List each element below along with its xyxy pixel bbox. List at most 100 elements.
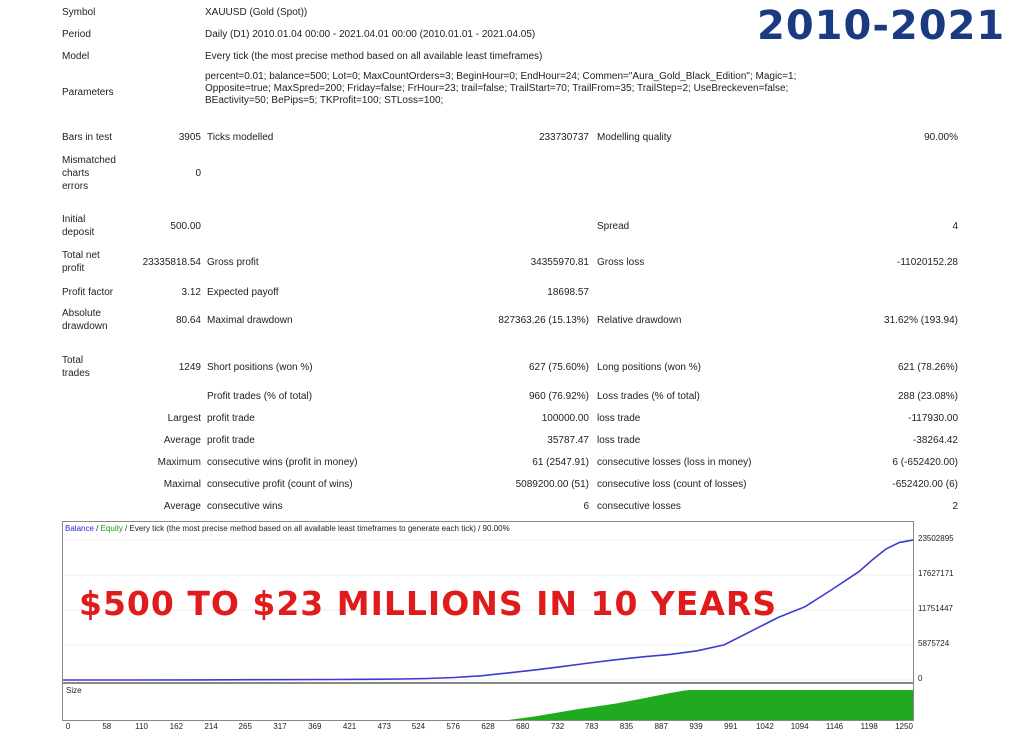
deposit-value: 500.00 [170,221,201,232]
long-label: Long positions (won %) [597,362,701,373]
balance-chart: Balance / Equity / Every tick (the most … [62,521,914,683]
short-label: Short positions (won %) [207,362,313,373]
avg-cons-losses-label: consecutive losses [597,501,681,512]
model-label: Model [62,51,90,62]
ticks-value: 233730737 [538,132,589,143]
maximal-profit-label: consecutive profit (count of wins) [207,479,353,490]
legend-sep: / [93,524,101,533]
x-tick-label: 317 [273,722,287,731]
profitfactor-label: Profit factor [62,287,114,298]
deposit-label-2: deposit [62,227,95,238]
headline-overlay: $500 TO $23 MILLIONS IN 10 YEARS [79,584,778,623]
largest-label: Largest [167,413,201,424]
spread-label: Spread [597,221,630,232]
y-tick-label: 5875724 [918,639,950,648]
spread-value: 4 [952,221,958,232]
largest-profit-label: profit trade [207,413,255,424]
avg-cons-wins-value: 6 [583,501,589,512]
profit-trades-label: Profit trades (% of total) [207,391,313,402]
average-loss-label: loss trade [597,435,641,446]
period-label: Period [62,29,91,40]
x-tick-label: 524 [411,722,426,731]
maximal-label: Maximal [163,479,201,490]
max-cons-wins-label: consecutive wins (profit in money) [207,457,358,468]
largest-profit-value: 100000.00 [541,413,589,424]
expected-payoff-value: 18698.57 [547,287,589,298]
x-tick-label: 265 [238,722,252,731]
y-tick-label: 23502895 [918,534,954,543]
quality-value: 90.00% [924,132,958,143]
maxdd-value: 827363.26 (15.13%) [498,315,589,326]
mismatch-value: 0 [195,168,201,179]
grossloss-value: -11020152.28 [897,257,958,268]
loss-trades-label: Loss trades (% of total) [597,391,700,402]
x-tick-label: 110 [135,722,148,731]
trades-label-2: trades [62,368,90,379]
maximal-loss-value: -652420.00 (6) [892,479,958,490]
size-label: Size [66,686,82,695]
x-tick-label: 783 [584,722,599,731]
trades-label-1: Total [62,355,84,366]
symbol-value: XAUUSD (Gold (Spot)) [205,7,308,18]
grossloss-label: Gross loss [597,257,645,268]
average-profit-value: 35787.47 [547,435,589,446]
header-title: 2010-2021 [757,3,1006,49]
average-loss-value: -38264.42 [912,435,958,446]
maxdd-label: Maximal drawdown [207,315,293,326]
chart-legend: Balance / Equity / Every tick (the most … [65,524,510,534]
netprofit-label-2: profit [62,263,85,274]
absdd-label-2: drawdown [62,321,108,332]
avg-cons-losses-value: 2 [952,501,958,512]
long-value: 621 (78.26%) [897,362,958,373]
x-tick-label: 421 [342,722,357,731]
grossprofit-value: 34355970.81 [530,257,589,268]
x-tick-label: 680 [516,722,530,731]
x-tick-label: 162 [169,722,184,731]
profit-trades-value: 960 (76.92%) [528,391,589,402]
avg-cons-wins-label: consecutive wins [207,501,283,512]
deposit-label-1: Initial [62,214,86,225]
reldd-label: Relative drawdown [597,315,682,326]
max-cons-losses-label: consecutive losses (loss in money) [597,457,752,468]
y-tick-label: 0 [918,674,923,683]
x-tick-label: 1094 [790,722,809,731]
x-tick-label: 0 [65,722,71,731]
mismatch-label-1: Mismatched [62,155,116,166]
parameters-line-2: Opposite=true; MaxSpred=200; Friday=fals… [205,83,789,94]
x-tick-label: 58 [102,722,112,731]
size-chart: Size [62,683,914,721]
y-tick-label: 11751447 [918,604,953,613]
x-tick-label: 939 [689,722,703,731]
grossprofit-label: Gross profit [207,257,259,268]
x-tick-label: 732 [550,722,565,731]
parameters-line-1: percent=0.01; balance=500; Lot=0; MaxCou… [205,71,797,82]
period-value: Daily (D1) 2010.01.04 00:00 - 2021.04.01… [205,29,536,40]
mismatch-label-2: charts [62,168,90,179]
netprofit-value: 23335818.54 [142,257,201,268]
size-chart-svg [63,690,913,720]
x-tick-label: 628 [481,722,495,731]
x-tick-label: 835 [619,722,634,731]
x-tick-label: 369 [308,722,322,731]
average-label: Average [163,435,201,446]
maximal-profit-value: 5089200.00 (51) [515,479,589,490]
legend-balance: Balance [65,524,94,533]
average2-label: Average [163,501,201,512]
max-cons-losses-value: 6 (-652420.00) [892,457,958,468]
expected-payoff-label: Expected payoff [207,287,279,298]
parameters-label: Parameters [62,87,114,98]
bars-label: Bars in test [62,132,113,143]
mismatch-label-3: errors [62,181,89,192]
model-value: Every tick (the most precise method base… [205,51,543,62]
legend-rest: / Every tick (the most precise method ba… [122,524,510,533]
x-tick-label: 887 [654,722,668,731]
max-cons-wins-value: 61 (2547.91) [532,457,589,468]
symbol-label: Symbol [62,7,96,18]
x-tick-label: 991 [724,722,738,731]
short-value: 627 (75.60%) [528,362,589,373]
parameters-line-3: BEactivity=50; BePips=5; TKProfit=100; S… [205,95,444,106]
x-tick-label: 576 [446,722,460,731]
x-tick-label: 1146 [825,722,844,731]
trades-value: 1249 [178,362,201,373]
x-tick-label: 1250 [895,722,913,731]
